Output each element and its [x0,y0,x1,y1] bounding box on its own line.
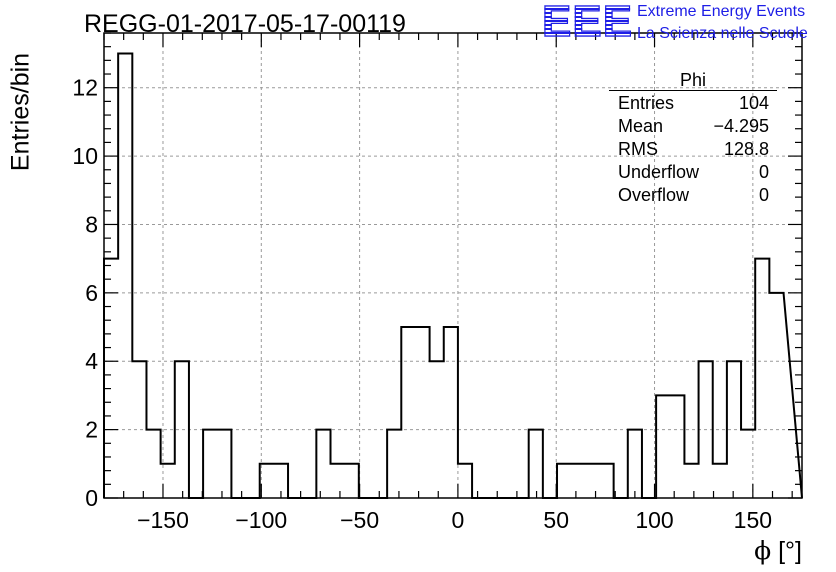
run-title: REGG-01-2017-05-17-00119 [84,10,406,38]
stats-value: 0 [758,185,769,205]
y-tick-label: 12 [72,75,98,101]
histogram-bin [529,430,543,498]
histogram-bin [401,327,415,498]
x-axis-label: ϕ [°] [754,536,802,566]
histogram-bin [656,395,670,498]
histogram-bin [104,259,118,498]
phi-symbol: ϕ [754,536,772,565]
histogram-bin [217,430,231,498]
x-tick-label: 150 [734,507,772,533]
stats-row-entries: Entries 104 [609,92,777,115]
y-tick-label: 10 [72,143,98,169]
stats-label: Mean [618,116,664,136]
histogram-bin [203,430,217,498]
y-tick-label: 6 [85,280,98,306]
x-tick-label: −100 [235,507,287,533]
histogram-bin [387,430,401,498]
stats-value: 104 [738,93,769,113]
stats-row-overflow: Overflow 0 [609,184,777,207]
histogram-bin [316,430,330,498]
stats-title: Phi [609,70,777,91]
x-tick-label: 100 [635,507,673,533]
stats-value: 128.8 [723,139,769,159]
histogram-bin [415,327,429,498]
histogram-bin [713,464,727,498]
histogram-bin [571,464,585,498]
x-tick-label: 0 [452,507,465,533]
stats-row-underflow: Underflow 0 [609,161,777,184]
x-axis-unit: [°] [778,537,802,565]
histogram-bin [628,430,642,498]
stats-row-mean: Mean −4.295 [609,115,777,138]
histogram-bin [599,464,613,498]
stats-label: Entries [618,93,675,113]
stats-value: −4.295 [713,116,769,136]
stats-row-rms: RMS 128.8 [609,138,777,161]
histogram-bin [345,464,359,498]
y-tick-label: 2 [85,417,98,443]
histogram-bin [755,259,769,498]
logo-tagline-2: La Scienza nelle Scuole [637,25,808,42]
stats-label: Underflow [618,162,700,182]
stats-value: 0 [758,162,769,182]
logo-tagline-1: Extreme Energy Events [637,3,806,20]
histogram-bin [670,395,684,498]
histogram-bin [684,464,698,498]
histogram-bin [146,430,160,498]
histogram-bin [458,464,472,498]
eee-logo: EEE [541,0,634,46]
x-tick-label: −50 [340,507,379,533]
y-tick-label: 8 [85,211,98,237]
stats-label: RMS [618,139,658,159]
histogram-bin [331,464,345,498]
histogram-bin [118,54,132,498]
y-tick-label: 0 [85,485,98,511]
histogram-bin [769,293,783,498]
histogram-bin [557,464,571,498]
stats-label: Overflow [618,185,690,205]
x-tick-label: −150 [137,507,189,533]
x-tick-label: 50 [543,507,569,533]
stats-box: Phi Entries 104 Mean −4.295 RMS 128.8 Un… [609,70,777,207]
histogram-bin [444,327,458,498]
y-tick-label: 4 [85,348,98,374]
histogram-bin [585,464,599,498]
y-axis-label: Entries/bin [6,52,35,172]
